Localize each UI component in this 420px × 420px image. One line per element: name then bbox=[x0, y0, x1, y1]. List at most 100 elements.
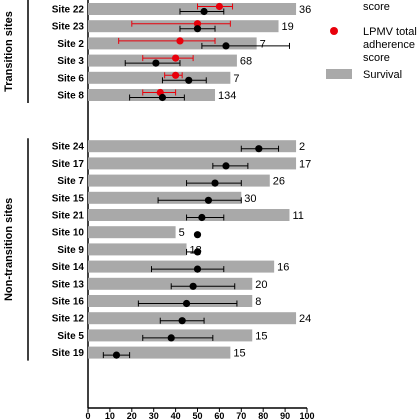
x-tick-label: 100 bbox=[299, 411, 314, 420]
row-label: Site 14 bbox=[52, 262, 85, 273]
bar-survival bbox=[88, 209, 290, 221]
x-tick-label: 30 bbox=[149, 411, 159, 420]
n-label: 17 bbox=[299, 158, 311, 170]
x-tick-label: 10 bbox=[105, 411, 115, 420]
score-point bbox=[185, 76, 193, 84]
x-tick-label: 90 bbox=[280, 411, 290, 420]
x-tick-label: 70 bbox=[236, 411, 246, 420]
legend-label: score bbox=[363, 1, 390, 13]
row-label: Site 19 bbox=[52, 348, 85, 359]
n-label: 5 bbox=[179, 227, 185, 239]
score-point bbox=[200, 7, 208, 16]
score-point bbox=[255, 145, 263, 153]
score-point bbox=[158, 93, 167, 102]
score-point bbox=[167, 334, 175, 342]
bar-survival bbox=[88, 346, 231, 359]
n-label: 7 bbox=[260, 38, 266, 50]
row-label: Site 6 bbox=[57, 73, 84, 84]
row-label: Site 23 bbox=[52, 22, 85, 33]
score-point bbox=[193, 248, 202, 256]
n-label: 8 bbox=[255, 296, 261, 308]
x-tick-label: 0 bbox=[85, 411, 90, 420]
score-point bbox=[193, 265, 202, 273]
group-label: Transition sites bbox=[3, 11, 15, 92]
score-point bbox=[189, 282, 197, 290]
score-point bbox=[178, 317, 186, 325]
bar-survival bbox=[88, 277, 253, 290]
n-label: 16 bbox=[277, 262, 289, 274]
bar-survival bbox=[88, 243, 187, 256]
row-label: Site 15 bbox=[52, 193, 85, 204]
n-label: 68 bbox=[240, 56, 252, 68]
bar-survival bbox=[88, 3, 297, 15]
layer-points bbox=[112, 2, 263, 359]
bar-survival bbox=[88, 295, 253, 307]
n-label: 18 bbox=[190, 244, 202, 256]
n-label: 11 bbox=[292, 210, 303, 222]
legend-label: Survival bbox=[363, 69, 402, 81]
legend-label-line: LPMV total bbox=[363, 26, 417, 38]
bar-survival bbox=[88, 37, 257, 50]
bar-survival bbox=[88, 20, 279, 33]
row-label: Site 10 bbox=[52, 228, 85, 239]
layer-labels: Site 22 36 Site 23 19 Site 2 7 Site 3 68 Site 6 7… bbox=[3, 4, 315, 420]
row-label: Site 12 bbox=[52, 314, 85, 325]
bar-survival bbox=[88, 312, 297, 325]
bar-survival bbox=[88, 191, 242, 204]
bar-survival bbox=[88, 54, 237, 67]
n-label: 15 bbox=[233, 348, 245, 360]
row-label: Site 9 bbox=[57, 245, 84, 256]
row-label: Site 13 bbox=[52, 279, 85, 290]
bar-survival bbox=[88, 226, 176, 239]
row-label: Site 8 bbox=[57, 91, 84, 102]
n-label: 15 bbox=[255, 330, 267, 342]
lpmv-point bbox=[172, 71, 180, 79]
n-label: 36 bbox=[299, 4, 311, 16]
score-point bbox=[211, 179, 219, 187]
row-label: Site 16 bbox=[52, 297, 85, 308]
row-label: Site 3 bbox=[57, 56, 84, 67]
row-label: Site 17 bbox=[52, 159, 85, 170]
bar-survival bbox=[88, 71, 231, 84]
score-point bbox=[222, 162, 230, 170]
layer-error-bars bbox=[102, 3, 290, 359]
n-label: 26 bbox=[273, 176, 285, 188]
x-tick-label: 40 bbox=[171, 411, 181, 420]
bar-survival bbox=[88, 140, 297, 153]
n-label: 24 bbox=[299, 313, 311, 325]
x-tick-label: 50 bbox=[192, 411, 202, 420]
n-label: 2 bbox=[299, 141, 305, 153]
lpmv-point bbox=[215, 2, 223, 11]
bar-survival bbox=[88, 260, 275, 273]
score-point bbox=[193, 231, 202, 239]
layer-bars bbox=[88, 3, 297, 359]
bar-survival bbox=[88, 89, 216, 101]
x-tick-label: 20 bbox=[127, 411, 137, 420]
row-label: Site 22 bbox=[52, 5, 85, 16]
row-label: Site 24 bbox=[52, 142, 85, 153]
bar-survival bbox=[88, 174, 270, 187]
n-label: 7 bbox=[233, 73, 239, 85]
n-label: 134 bbox=[218, 90, 236, 102]
lpmv-point bbox=[176, 37, 184, 45]
score-point bbox=[193, 25, 202, 33]
legend-marker-lpmv bbox=[330, 27, 338, 35]
legend-label-line: score bbox=[363, 52, 390, 64]
n-label: 20 bbox=[255, 279, 267, 291]
row-label: Site 7 bbox=[57, 176, 84, 187]
score-point bbox=[222, 42, 230, 50]
row-label: Site 2 bbox=[57, 39, 84, 50]
legend-label-line: adherence bbox=[363, 39, 415, 51]
bar-survival bbox=[88, 157, 297, 170]
lpmv-point bbox=[193, 20, 202, 28]
x-tick-label: 60 bbox=[214, 411, 224, 420]
score-point bbox=[112, 351, 121, 359]
row-label: Site 21 bbox=[52, 211, 85, 222]
score-point bbox=[152, 59, 160, 67]
n-label: 30 bbox=[244, 193, 256, 205]
group-label: Non-transition sites bbox=[3, 198, 15, 301]
row-label: Site 5 bbox=[57, 331, 84, 342]
lpmv-point bbox=[172, 54, 180, 62]
